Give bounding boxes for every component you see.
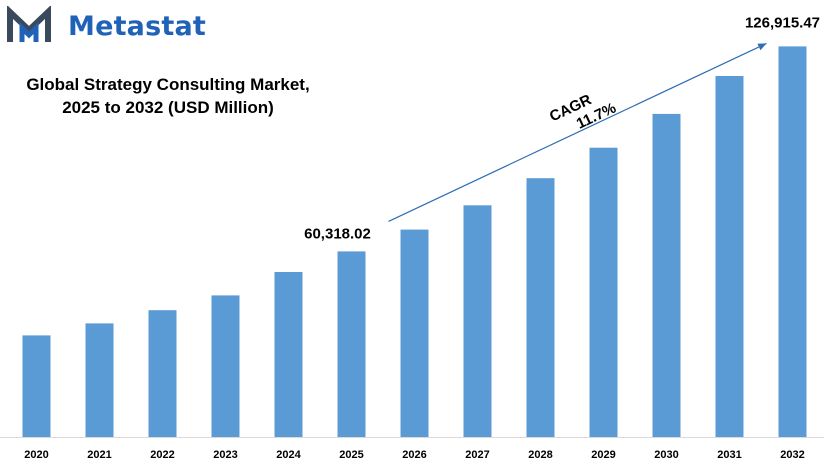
bar-2021 [85, 323, 114, 437]
bar-2032 [778, 46, 807, 438]
bar-2024 [274, 272, 303, 437]
brand-name: Metastat [68, 10, 207, 42]
bar-2031 [715, 76, 744, 437]
bar-2029 [589, 147, 618, 437]
x-tick-label-2029: 2029 [591, 449, 615, 461]
cagr-annotation: CAGR11.7% [388, 42, 767, 222]
chart-title-line-2: 2025 to 2032 (USD Million) [62, 98, 274, 117]
bar-2026 [400, 229, 429, 437]
x-tick-label-2022: 2022 [150, 449, 174, 461]
x-tick-label-2021: 2021 [87, 449, 111, 461]
x-tick-label-2026: 2026 [402, 449, 426, 461]
x-tick-label-2023: 2023 [213, 449, 237, 461]
bar-series [22, 46, 807, 438]
bar-2020 [22, 335, 51, 437]
data-label-2032: 126,915.47 [745, 14, 820, 31]
x-tick-label-2032: 2032 [780, 449, 804, 461]
chart-title: Global Strategy Consulting Market, 2025 … [18, 73, 318, 119]
x-tick-label-2030: 2030 [654, 449, 678, 461]
data-labels: 60,318.02 126,915.47 [304, 14, 820, 242]
chart-title-line-1: Global Strategy Consulting Market, [26, 75, 310, 94]
x-axis-tick-labels: 2020 2021 2022 2023 2024 2025 2026 2027 2028 2029… [24, 449, 804, 461]
cagr-label: CAGR11.7% [547, 83, 619, 141]
bar-2022 [148, 310, 177, 437]
bar-2030 [652, 113, 681, 438]
bar-2025 [337, 251, 366, 437]
brand-logo: Metastat [6, 6, 206, 46]
x-tick-label-2020: 2020 [24, 449, 48, 461]
x-tick-label-2031: 2031 [717, 449, 741, 461]
x-tick-label-2027: 2027 [465, 449, 489, 461]
x-tick-label-2028: 2028 [528, 449, 552, 461]
bar-2027 [463, 205, 492, 437]
x-tick-label-2024: 2024 [276, 449, 301, 461]
cagr-arrow [388, 42, 767, 222]
bar-2023 [211, 295, 240, 437]
x-tick-label-2025: 2025 [339, 449, 363, 461]
bar-2028 [526, 178, 555, 437]
data-label-2025: 60,318.02 [304, 225, 371, 242]
metastat-m-logo-icon [7, 6, 51, 42]
